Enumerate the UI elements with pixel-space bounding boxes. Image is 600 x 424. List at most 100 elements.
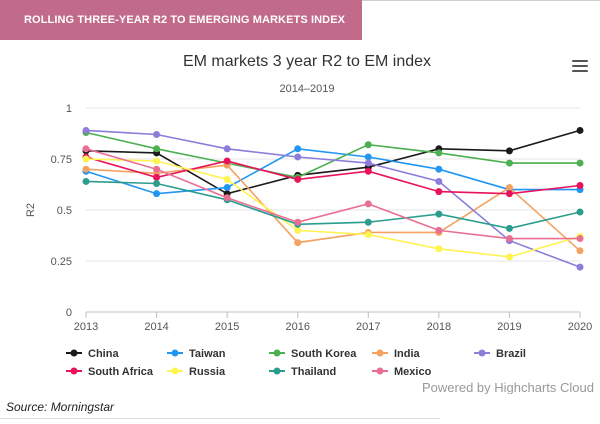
data-point[interactable] <box>576 208 584 216</box>
series-line[interactable] <box>85 180 581 230</box>
legend-marker <box>171 367 179 375</box>
data-point[interactable] <box>153 179 161 187</box>
legend-marker <box>171 349 179 357</box>
data-point[interactable] <box>364 230 372 238</box>
data-point[interactable] <box>364 159 372 167</box>
data-point[interactable] <box>153 190 161 198</box>
data-point[interactable] <box>576 235 584 243</box>
data-point[interactable] <box>223 184 231 192</box>
series-line[interactable] <box>85 158 581 258</box>
data-point[interactable] <box>153 131 161 139</box>
legend-item[interactable]: China <box>66 348 119 360</box>
data-point[interactable] <box>505 235 513 243</box>
data-point[interactable] <box>82 165 90 173</box>
data-point[interactable] <box>223 145 231 153</box>
series-brazil[interactable] <box>82 126 584 271</box>
legend-item[interactable]: Brazil <box>474 348 526 360</box>
data-point[interactable] <box>435 188 443 196</box>
data-point[interactable] <box>364 167 372 175</box>
series-line[interactable] <box>85 147 580 195</box>
grid-lines <box>86 107 580 313</box>
legend-item[interactable]: South Africa <box>66 366 154 378</box>
data-point[interactable] <box>505 190 513 198</box>
x-tick-label: 2018 <box>427 321 451 333</box>
legend-item[interactable]: Russia <box>167 366 226 378</box>
chart-legend: China Taiwan South Korea India Brazil South A… <box>66 348 526 378</box>
legend-item[interactable]: Mexico <box>372 366 432 378</box>
legend-label: South Korea <box>291 348 357 360</box>
data-point[interactable] <box>364 141 372 149</box>
series-line[interactable] <box>85 129 581 195</box>
data-point[interactable] <box>435 210 443 218</box>
data-point[interactable] <box>505 184 513 192</box>
data-point[interactable] <box>576 126 584 134</box>
data-point[interactable] <box>576 263 584 271</box>
legend-marker <box>273 349 281 357</box>
legend-label: India <box>394 348 421 360</box>
data-point[interactable] <box>223 157 231 165</box>
y-tick-label: 1 <box>66 103 72 115</box>
series-line[interactable] <box>85 164 581 252</box>
data-point[interactable] <box>294 145 302 153</box>
series-mexico[interactable] <box>82 145 584 243</box>
data-point[interactable] <box>223 175 231 183</box>
data-point[interactable] <box>294 153 302 161</box>
data-point[interactable] <box>576 247 584 255</box>
section-banner: ROLLING THREE-YEAR R2 TO EMERGING MARKET… <box>0 0 362 40</box>
hamburger-menu-icon[interactable] <box>572 60 588 72</box>
data-point[interactable] <box>576 182 584 190</box>
series-russia[interactable] <box>82 155 584 261</box>
data-point[interactable] <box>153 173 161 181</box>
data-point[interactable] <box>505 224 513 232</box>
x-tick-label: 2016 <box>285 321 309 333</box>
data-point[interactable] <box>294 218 302 226</box>
legend-label: Taiwan <box>189 348 226 360</box>
legend-item[interactable]: India <box>372 348 421 360</box>
data-point[interactable] <box>576 159 584 167</box>
data-point[interactable] <box>435 226 443 234</box>
data-point[interactable] <box>82 177 90 185</box>
legend-item[interactable]: Thailand <box>269 366 336 378</box>
data-point[interactable] <box>82 126 90 134</box>
legend-marker <box>273 367 281 375</box>
data-point[interactable] <box>153 165 161 173</box>
data-point[interactable] <box>82 155 90 163</box>
series-line[interactable] <box>85 129 581 268</box>
bottom-divider <box>0 418 440 419</box>
x-axis-ticks: 2013 2014 2015 2016 2017 2018 2019 2020 <box>74 312 592 333</box>
legend-item[interactable]: South Korea <box>269 348 357 360</box>
highcharts-credit[interactable]: Powered by Highcharts Cloud <box>422 380 594 395</box>
data-point[interactable] <box>153 157 161 165</box>
data-point[interactable] <box>223 194 231 202</box>
x-tick-label: 2019 <box>497 321 521 333</box>
y-axis-ticks: 0 0.25 0.5 0.75 1 <box>51 103 72 319</box>
data-point[interactable] <box>294 239 302 247</box>
data-point[interactable] <box>294 175 302 183</box>
data-point[interactable] <box>82 145 90 153</box>
data-point[interactable] <box>505 159 513 167</box>
series-line[interactable] <box>85 148 580 240</box>
series-line[interactable] <box>85 131 580 179</box>
data-point[interactable] <box>294 226 302 234</box>
data-point[interactable] <box>364 153 372 161</box>
data-point[interactable] <box>505 253 513 261</box>
legend-label: Thailand <box>291 366 336 378</box>
legend-item[interactable]: Taiwan <box>167 348 226 360</box>
y-tick-label: 0.25 <box>51 256 72 268</box>
x-tick-label: 2013 <box>74 321 98 333</box>
data-point[interactable] <box>364 200 372 208</box>
data-point[interactable] <box>153 145 161 153</box>
source-note: Source: Morningstar <box>6 400 115 414</box>
legend-marker <box>478 349 486 357</box>
data-point[interactable] <box>505 147 513 155</box>
legend-marker <box>376 349 384 357</box>
chart-subtitle: 2014–2019 <box>279 83 334 95</box>
series-thailand[interactable] <box>82 177 584 232</box>
data-point[interactable] <box>435 149 443 157</box>
data-point[interactable] <box>364 218 372 226</box>
y-tick-label: 0.75 <box>51 154 72 166</box>
data-point[interactable] <box>435 177 443 185</box>
legend-label: Brazil <box>496 348 526 360</box>
data-point[interactable] <box>435 165 443 173</box>
data-point[interactable] <box>435 245 443 253</box>
